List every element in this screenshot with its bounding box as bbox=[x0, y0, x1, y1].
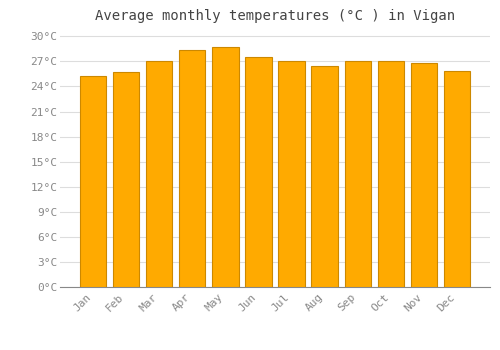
Bar bbox=[112, 72, 139, 287]
Bar bbox=[444, 71, 470, 287]
Bar bbox=[278, 61, 305, 287]
Bar bbox=[312, 65, 338, 287]
Bar bbox=[212, 47, 238, 287]
Bar bbox=[411, 63, 438, 287]
Bar bbox=[378, 61, 404, 287]
Bar bbox=[179, 50, 206, 287]
Bar bbox=[245, 57, 272, 287]
Bar bbox=[146, 61, 172, 287]
Bar bbox=[80, 76, 106, 287]
Title: Average monthly temperatures (°C ) in Vigan: Average monthly temperatures (°C ) in Vi… bbox=[95, 9, 455, 23]
Bar bbox=[344, 61, 371, 287]
